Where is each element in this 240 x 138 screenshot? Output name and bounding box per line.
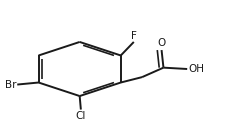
Text: O: O bbox=[157, 39, 166, 48]
Text: F: F bbox=[131, 31, 137, 41]
Text: OH: OH bbox=[188, 64, 204, 74]
Text: Cl: Cl bbox=[76, 111, 86, 121]
Text: Br: Br bbox=[5, 79, 16, 90]
